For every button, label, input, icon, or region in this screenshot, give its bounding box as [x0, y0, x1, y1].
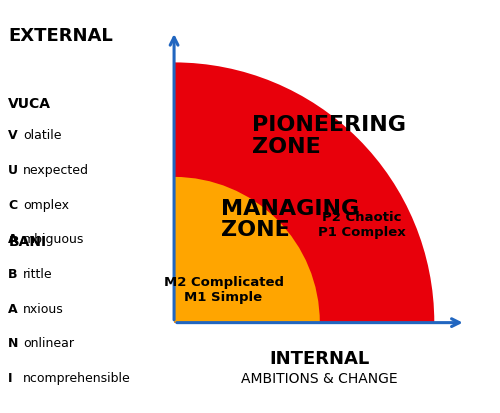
- Text: P2 Chaotic
P1 Complex: P2 Chaotic P1 Complex: [318, 210, 406, 238]
- Text: nxious: nxious: [23, 302, 64, 315]
- Text: I: I: [8, 371, 13, 384]
- Text: ncomprehensible: ncomprehensible: [23, 371, 131, 384]
- Text: U: U: [8, 164, 18, 177]
- Text: rittle: rittle: [23, 267, 52, 280]
- Text: VUCA: VUCA: [8, 97, 52, 110]
- Text: MANAGING
ZONE: MANAGING ZONE: [221, 198, 359, 240]
- Text: N: N: [8, 336, 18, 349]
- Text: B: B: [8, 267, 18, 280]
- Text: onlinear: onlinear: [23, 336, 74, 349]
- Text: nexpected: nexpected: [23, 164, 89, 177]
- Text: AMBITIONS & CHANGE: AMBITIONS & CHANGE: [242, 371, 398, 385]
- Wedge shape: [174, 63, 434, 323]
- Text: BANI: BANI: [8, 235, 46, 249]
- Text: V: V: [8, 129, 18, 142]
- Text: olatile: olatile: [23, 129, 62, 142]
- Text: EXTERNAL: EXTERNAL: [8, 27, 113, 45]
- Text: INTERNAL: INTERNAL: [270, 349, 370, 367]
- Text: PIONEERING
ZONE: PIONEERING ZONE: [252, 115, 406, 157]
- Text: mbiguous: mbiguous: [23, 233, 84, 246]
- Text: A: A: [8, 233, 18, 246]
- Text: C: C: [8, 198, 18, 211]
- Text: M2 Complicated
M1 Simple: M2 Complicated M1 Simple: [164, 275, 284, 303]
- Wedge shape: [174, 178, 320, 323]
- Text: omplex: omplex: [23, 198, 69, 211]
- Text: A: A: [8, 302, 18, 315]
